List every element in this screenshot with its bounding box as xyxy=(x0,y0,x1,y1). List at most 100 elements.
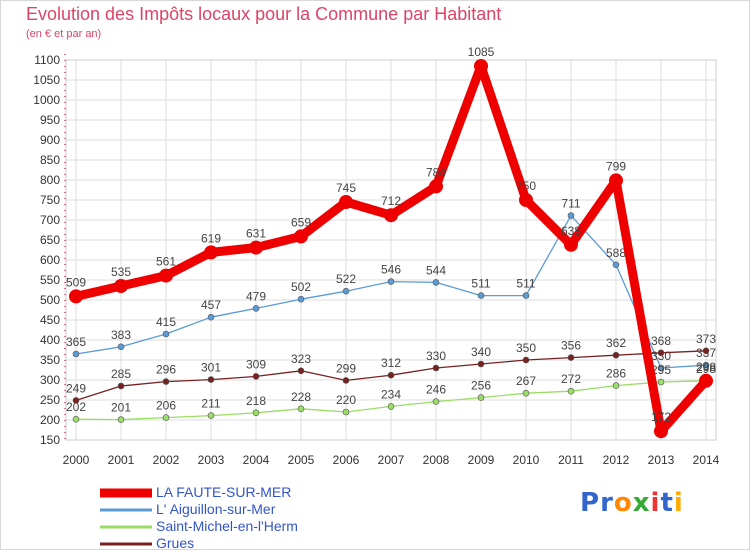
y-tick-label: 350 xyxy=(40,353,60,367)
data-point-grues xyxy=(297,367,305,375)
data-label-saint-michel-en-l-herm: 267 xyxy=(516,374,536,388)
data-label-la-faute-sur-mer: 298 xyxy=(696,360,716,374)
data-point-l-aiguillon-sur-mer xyxy=(117,343,125,351)
legend-swatch xyxy=(100,488,152,497)
data-label-grues: 373 xyxy=(696,332,716,346)
data-point-l-aiguillon-sur-mer xyxy=(612,261,620,269)
data-point-saint-michel-en-l-herm xyxy=(522,389,530,397)
y-tick-label: 1050 xyxy=(33,73,60,87)
data-label-la-faute-sur-mer: 1085 xyxy=(468,45,495,59)
logo-letter: x xyxy=(632,488,651,518)
data-label-l-aiguillon-sur-mer: 365 xyxy=(66,335,86,349)
data-label-la-faute-sur-mer: 172 xyxy=(651,410,671,424)
legend-swatch xyxy=(100,525,152,528)
data-label-la-faute-sur-mer: 509 xyxy=(66,275,86,289)
data-label-saint-michel-en-l-herm: 256 xyxy=(471,379,491,393)
legend-label: L' Aiguillon-sur-Mer xyxy=(156,501,276,517)
data-point-l-aiguillon-sur-mer xyxy=(162,330,170,338)
data-point-la-faute-sur-mer xyxy=(474,59,488,73)
x-tick-label: 2000 xyxy=(63,453,90,467)
x-tick-label: 2003 xyxy=(198,453,225,467)
chart-subtitle: (en € et par an) xyxy=(26,28,102,40)
data-label-grues: 330 xyxy=(426,349,446,363)
data-point-grues xyxy=(162,378,170,385)
data-point-la-faute-sur-mer xyxy=(564,237,578,252)
x-tick-label: 2013 xyxy=(648,453,675,467)
y-tick-label: 550 xyxy=(40,273,60,287)
data-point-la-faute-sur-mer xyxy=(69,289,83,304)
data-point-saint-michel-en-l-herm xyxy=(657,378,665,386)
data-point-l-aiguillon-sur-mer xyxy=(252,305,260,312)
x-tick-label: 2009 xyxy=(468,453,495,467)
data-label-saint-michel-en-l-herm: 206 xyxy=(156,399,176,413)
data-label-saint-michel-en-l-herm: 220 xyxy=(336,393,356,407)
logo-letter: r xyxy=(600,488,614,518)
legend-swatch xyxy=(100,542,152,545)
data-label-saint-michel-en-l-herm: 234 xyxy=(381,387,401,401)
x-tick-label: 2010 xyxy=(513,453,540,467)
line-chart: 150 200 250 300 350 400 450 500 550 600 650 700 750 8… xyxy=(33,45,719,467)
data-label-l-aiguillon-sur-mer: 711 xyxy=(561,197,580,211)
legend-label: LA FAUTE-SUR-MER xyxy=(156,484,292,500)
data-point-la-faute-sur-mer xyxy=(159,268,173,283)
data-point-saint-michel-en-l-herm xyxy=(297,405,305,413)
data-label-saint-michel-en-l-herm: 218 xyxy=(246,394,266,408)
chart-title: Evolution des Impôts locaux pour la Comm… xyxy=(26,4,502,24)
legend-label: Grues xyxy=(156,535,195,551)
x-tick-label: 2006 xyxy=(333,453,360,467)
data-label-la-faute-sur-mer: 619 xyxy=(201,231,221,245)
logo-letter: i xyxy=(650,488,661,518)
data-point-grues xyxy=(522,356,530,364)
data-label-grues: 362 xyxy=(606,336,626,350)
y-tick-label: 300 xyxy=(40,373,60,387)
data-label-l-aiguillon-sur-mer: 479 xyxy=(246,289,266,303)
y-tick-label: 950 xyxy=(40,113,60,127)
data-label-l-aiguillon-sur-mer: 502 xyxy=(291,280,311,294)
data-label-l-aiguillon-sur-mer: 588 xyxy=(606,246,626,260)
data-label-la-faute-sur-mer: 631 xyxy=(246,227,266,241)
data-label-grues: 301 xyxy=(201,361,221,375)
data-point-saint-michel-en-l-herm xyxy=(252,409,260,417)
data-label-la-faute-sur-mer: 561 xyxy=(156,255,176,269)
data-label-l-aiguillon-sur-mer: 522 xyxy=(336,272,356,286)
data-point-grues xyxy=(252,373,260,380)
x-tick-label: 2001 xyxy=(108,453,135,467)
data-point-l-aiguillon-sur-mer xyxy=(432,279,440,286)
x-tick-label: 2005 xyxy=(288,453,315,467)
data-label-l-aiguillon-sur-mer: 544 xyxy=(426,263,446,277)
data-point-la-faute-sur-mer xyxy=(519,193,533,207)
data-point-saint-michel-en-l-herm xyxy=(207,412,215,419)
data-label-la-faute-sur-mer: 712 xyxy=(381,194,401,208)
data-point-l-aiguillon-sur-mer xyxy=(342,287,350,295)
data-point-la-faute-sur-mer xyxy=(609,173,623,188)
y-tick-label: 500 xyxy=(40,293,60,307)
data-point-la-faute-sur-mer xyxy=(339,195,353,209)
y-tick-label: 800 xyxy=(40,173,60,187)
data-label-grues: 312 xyxy=(381,356,401,370)
data-point-la-faute-sur-mer xyxy=(699,373,713,388)
data-point-grues xyxy=(387,371,395,379)
data-point-la-faute-sur-mer xyxy=(384,208,398,223)
legend-label: Saint-Michel-en-l'Herm xyxy=(156,518,298,534)
data-label-saint-michel-en-l-herm: 286 xyxy=(606,367,626,381)
data-point-l-aiguillon-sur-mer xyxy=(207,313,215,321)
y-tick-label: 400 xyxy=(40,333,60,347)
data-point-grues xyxy=(342,377,350,384)
data-point-la-faute-sur-mer xyxy=(204,245,218,260)
data-label-grues: 340 xyxy=(471,345,491,359)
data-point-saint-michel-en-l-herm xyxy=(162,414,170,421)
data-point-l-aiguillon-sur-mer xyxy=(477,292,485,299)
data-label-grues: 356 xyxy=(561,339,581,353)
data-label-l-aiguillon-sur-mer: 415 xyxy=(156,315,176,329)
y-tick-label: 150 xyxy=(40,433,60,447)
data-label-grues: 368 xyxy=(651,334,671,348)
data-label-grues: 296 xyxy=(156,363,176,377)
data-point-la-faute-sur-mer xyxy=(654,424,668,439)
y-tick-label: 1100 xyxy=(34,53,60,67)
data-point-saint-michel-en-l-herm xyxy=(117,416,125,423)
data-label-l-aiguillon-sur-mer: 383 xyxy=(111,328,131,342)
data-point-l-aiguillon-sur-mer xyxy=(702,361,710,369)
data-point-grues xyxy=(117,382,125,390)
data-label-l-aiguillon-sur-mer: 511 xyxy=(516,277,535,291)
